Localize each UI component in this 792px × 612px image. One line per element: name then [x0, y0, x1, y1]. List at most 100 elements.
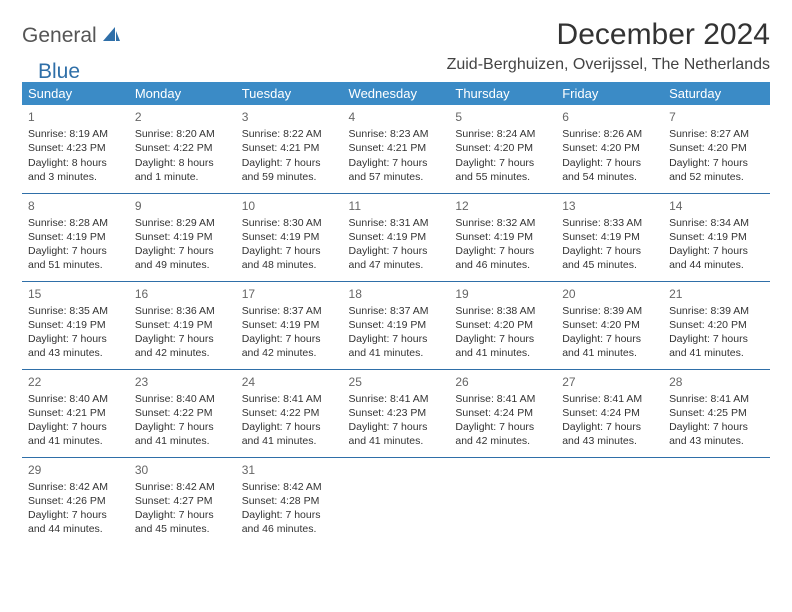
- day-cell: 25Sunrise: 8:41 AMSunset: 4:23 PMDayligh…: [343, 369, 450, 457]
- sunrise-text: Sunrise: 8:40 AM: [135, 392, 230, 406]
- sunset-text: Sunset: 4:23 PM: [28, 141, 123, 155]
- dayname-thu: Thursday: [449, 82, 556, 105]
- day-cell: 7Sunrise: 8:27 AMSunset: 4:20 PMDaylight…: [663, 105, 770, 193]
- sunrise-text: Sunrise: 8:41 AM: [349, 392, 444, 406]
- calendar-table: Sunday Monday Tuesday Wednesday Thursday…: [22, 82, 770, 545]
- day-cell: 12Sunrise: 8:32 AMSunset: 4:19 PMDayligh…: [449, 193, 556, 281]
- sunset-text: Sunset: 4:24 PM: [455, 406, 550, 420]
- week-row: 29 Sunrise: 8:42 AM Sunset: 4:26 PM Dayligh…: [22, 457, 770, 545]
- week-row: 22Sunrise: 8:40 AMSunset: 4:21 PMDayligh…: [22, 369, 770, 457]
- dayname-fri: Friday: [556, 82, 663, 105]
- sunset-text: Sunset: 4:21 PM: [349, 141, 444, 155]
- sunrise-text: Sunrise: 8:24 AM: [455, 127, 550, 141]
- daylight-text: Daylight: 7 hours and 42 minutes.: [455, 420, 550, 448]
- sunrise-text: Sunrise: 8:41 AM: [242, 392, 337, 406]
- daylight-text: Daylight: 7 hours and 41 minutes.: [562, 332, 657, 360]
- day-number: 26: [455, 374, 550, 390]
- sunrise-text: Sunrise: 8:37 AM: [242, 304, 337, 318]
- sunset-text: Sunset: 4:20 PM: [455, 141, 550, 155]
- day-number: 25: [349, 374, 444, 390]
- daylight-text: Daylight: 7 hours and 41 minutes.: [242, 420, 337, 448]
- day-number: 13: [562, 198, 657, 214]
- sunset-text: Sunset: 4:19 PM: [562, 230, 657, 244]
- day-number: 5: [455, 109, 550, 125]
- sunrise-text: Sunrise: 8:41 AM: [562, 392, 657, 406]
- day-number: 29: [28, 462, 123, 478]
- daylight-text: Daylight: 7 hours and 41 minutes.: [135, 420, 230, 448]
- sunset-text: Sunset: 4:20 PM: [562, 141, 657, 155]
- day-cell: 29Sunrise: 8:42 AMSunset: 4:26 PMDayligh…: [22, 457, 129, 545]
- daylight-text: Daylight: 7 hours and 41 minutes.: [349, 332, 444, 360]
- daylight-text: Daylight: 7 hours and 41 minutes.: [455, 332, 550, 360]
- sunset-text: Sunset: 4:19 PM: [455, 230, 550, 244]
- sunrise-text: Sunrise: 8:22 AM: [242, 127, 337, 141]
- day-cell: 4Sunrise: 8:23 AMSunset: 4:21 PMDaylight…: [343, 105, 450, 193]
- sunrise-text: Sunrise: 8:34 AM: [669, 216, 764, 230]
- day-cell: 15Sunrise: 8:35 AMSunset: 4:19 PMDayligh…: [22, 281, 129, 369]
- daylight-text: Daylight: 7 hours and 48 minutes.: [242, 244, 337, 272]
- header: General December 2024 Zuid-Berghuizen, O…: [22, 18, 770, 74]
- day-cell: 5Sunrise: 8:24 AMSunset: 4:20 PMDaylight…: [449, 105, 556, 193]
- day-cell: 23Sunrise: 8:40 AMSunset: 4:22 PMDayligh…: [129, 369, 236, 457]
- day-cell: 30Sunrise: 8:42 AMSunset: 4:27 PMDayligh…: [129, 457, 236, 545]
- day-cell: 1Sunrise: 8:19 AMSunset: 4:23 PMDaylight…: [22, 105, 129, 193]
- day-number: 1: [28, 109, 123, 125]
- sunrise-text: Sunrise: 8:36 AM: [135, 304, 230, 318]
- sunrise-text: Sunrise: 8:27 AM: [669, 127, 764, 141]
- sunrise-text: Sunrise: 8:32 AM: [455, 216, 550, 230]
- daylight-text: Daylight: 7 hours and 54 minutes.: [562, 156, 657, 184]
- day-number: 19: [455, 286, 550, 302]
- daylight-text: Daylight: 7 hours and 41 minutes.: [28, 420, 123, 448]
- day-cell: 13Sunrise: 8:33 AMSunset: 4:19 PMDayligh…: [556, 193, 663, 281]
- day-cell: 10Sunrise: 8:30 AMSunset: 4:19 PMDayligh…: [236, 193, 343, 281]
- day-number: 20: [562, 286, 657, 302]
- sunrise-text: Sunrise: 8:42 AM: [135, 480, 230, 494]
- sunrise-text: Sunrise: 8:28 AM: [28, 216, 123, 230]
- sunset-text: Sunset: 4:20 PM: [455, 318, 550, 332]
- daylight-text: Daylight: 7 hours and 45 minutes.: [562, 244, 657, 272]
- sunset-text: Sunset: 4:19 PM: [135, 318, 230, 332]
- day-number: 14: [669, 198, 764, 214]
- sunset-text: Sunset: 4:28 PM: [242, 494, 337, 508]
- day-number: 28: [669, 374, 764, 390]
- sunset-text: Sunset: 4:22 PM: [135, 406, 230, 420]
- day-number: 10: [242, 198, 337, 214]
- day-cell: 8Sunrise: 8:28 AMSunset: 4:19 PMDaylight…: [22, 193, 129, 281]
- day-cell: 11Sunrise: 8:31 AMSunset: 4:19 PMDayligh…: [343, 193, 450, 281]
- daylight-text: Daylight: 7 hours and 49 minutes.: [135, 244, 230, 272]
- day-number: 11: [349, 198, 444, 214]
- day-cell: 26Sunrise: 8:41 AMSunset: 4:24 PMDayligh…: [449, 369, 556, 457]
- sunrise-text: Sunrise: 8:23 AM: [349, 127, 444, 141]
- sunset-text: Sunset: 4:20 PM: [562, 318, 657, 332]
- daylight-text: Daylight: 7 hours and 46 minutes.: [242, 508, 337, 536]
- dayname-row: Sunday Monday Tuesday Wednesday Thursday…: [22, 82, 770, 105]
- day-cell: [343, 457, 450, 545]
- day-number: 3: [242, 109, 337, 125]
- day-number: 27: [562, 374, 657, 390]
- day-cell: 16Sunrise: 8:36 AMSunset: 4:19 PMDayligh…: [129, 281, 236, 369]
- day-number: 2: [135, 109, 230, 125]
- day-cell: 28 Sunrise: 8:41 AMSunset: 4:25 PMDayligh…: [663, 369, 770, 457]
- day-cell: 18Sunrise: 8:37 AMSunset: 4:19 PMDayligh…: [343, 281, 450, 369]
- sunrise-text: Sunrise: 8:41 AM: [669, 392, 764, 406]
- sunrise-text: Sunrise: 8:35 AM: [28, 304, 123, 318]
- sunset-text: Sunset: 4:19 PM: [135, 230, 230, 244]
- day-cell: 2Sunrise: 8:20 AMSunset: 4:22 PMDaylight…: [129, 105, 236, 193]
- daylight-text: Daylight: 7 hours and 46 minutes.: [455, 244, 550, 272]
- sunset-text: Sunset: 4:25 PM: [669, 406, 764, 420]
- sunrise-text: Sunrise: 8:31 AM: [349, 216, 444, 230]
- daylight-text: Daylight: 7 hours and 41 minutes.: [349, 420, 444, 448]
- sunset-text: Sunset: 4:26 PM: [28, 494, 123, 508]
- day-number: 7: [669, 109, 764, 125]
- sunrise-text: Sunrise: 8:37 AM: [349, 304, 444, 318]
- sunset-text: Sunset: 4:19 PM: [28, 230, 123, 244]
- day-cell: 24Sunrise: 8:41 AMSunset: 4:22 PMDayligh…: [236, 369, 343, 457]
- day-number: 31: [242, 462, 337, 478]
- day-number: 30: [135, 462, 230, 478]
- sunrise-text: Sunrise: 8:39 AM: [562, 304, 657, 318]
- dayname-sat: Saturday: [663, 82, 770, 105]
- day-cell: 19Sunrise: 8:38 AMSunset: 4:20 PMDayligh…: [449, 281, 556, 369]
- daylight-text: Daylight: 7 hours and 43 minutes.: [669, 420, 764, 448]
- day-cell: 27Sunrise: 8:41 AMSunset: 4:24 PMDayligh…: [556, 369, 663, 457]
- logo-word2: Blue: [38, 60, 80, 84]
